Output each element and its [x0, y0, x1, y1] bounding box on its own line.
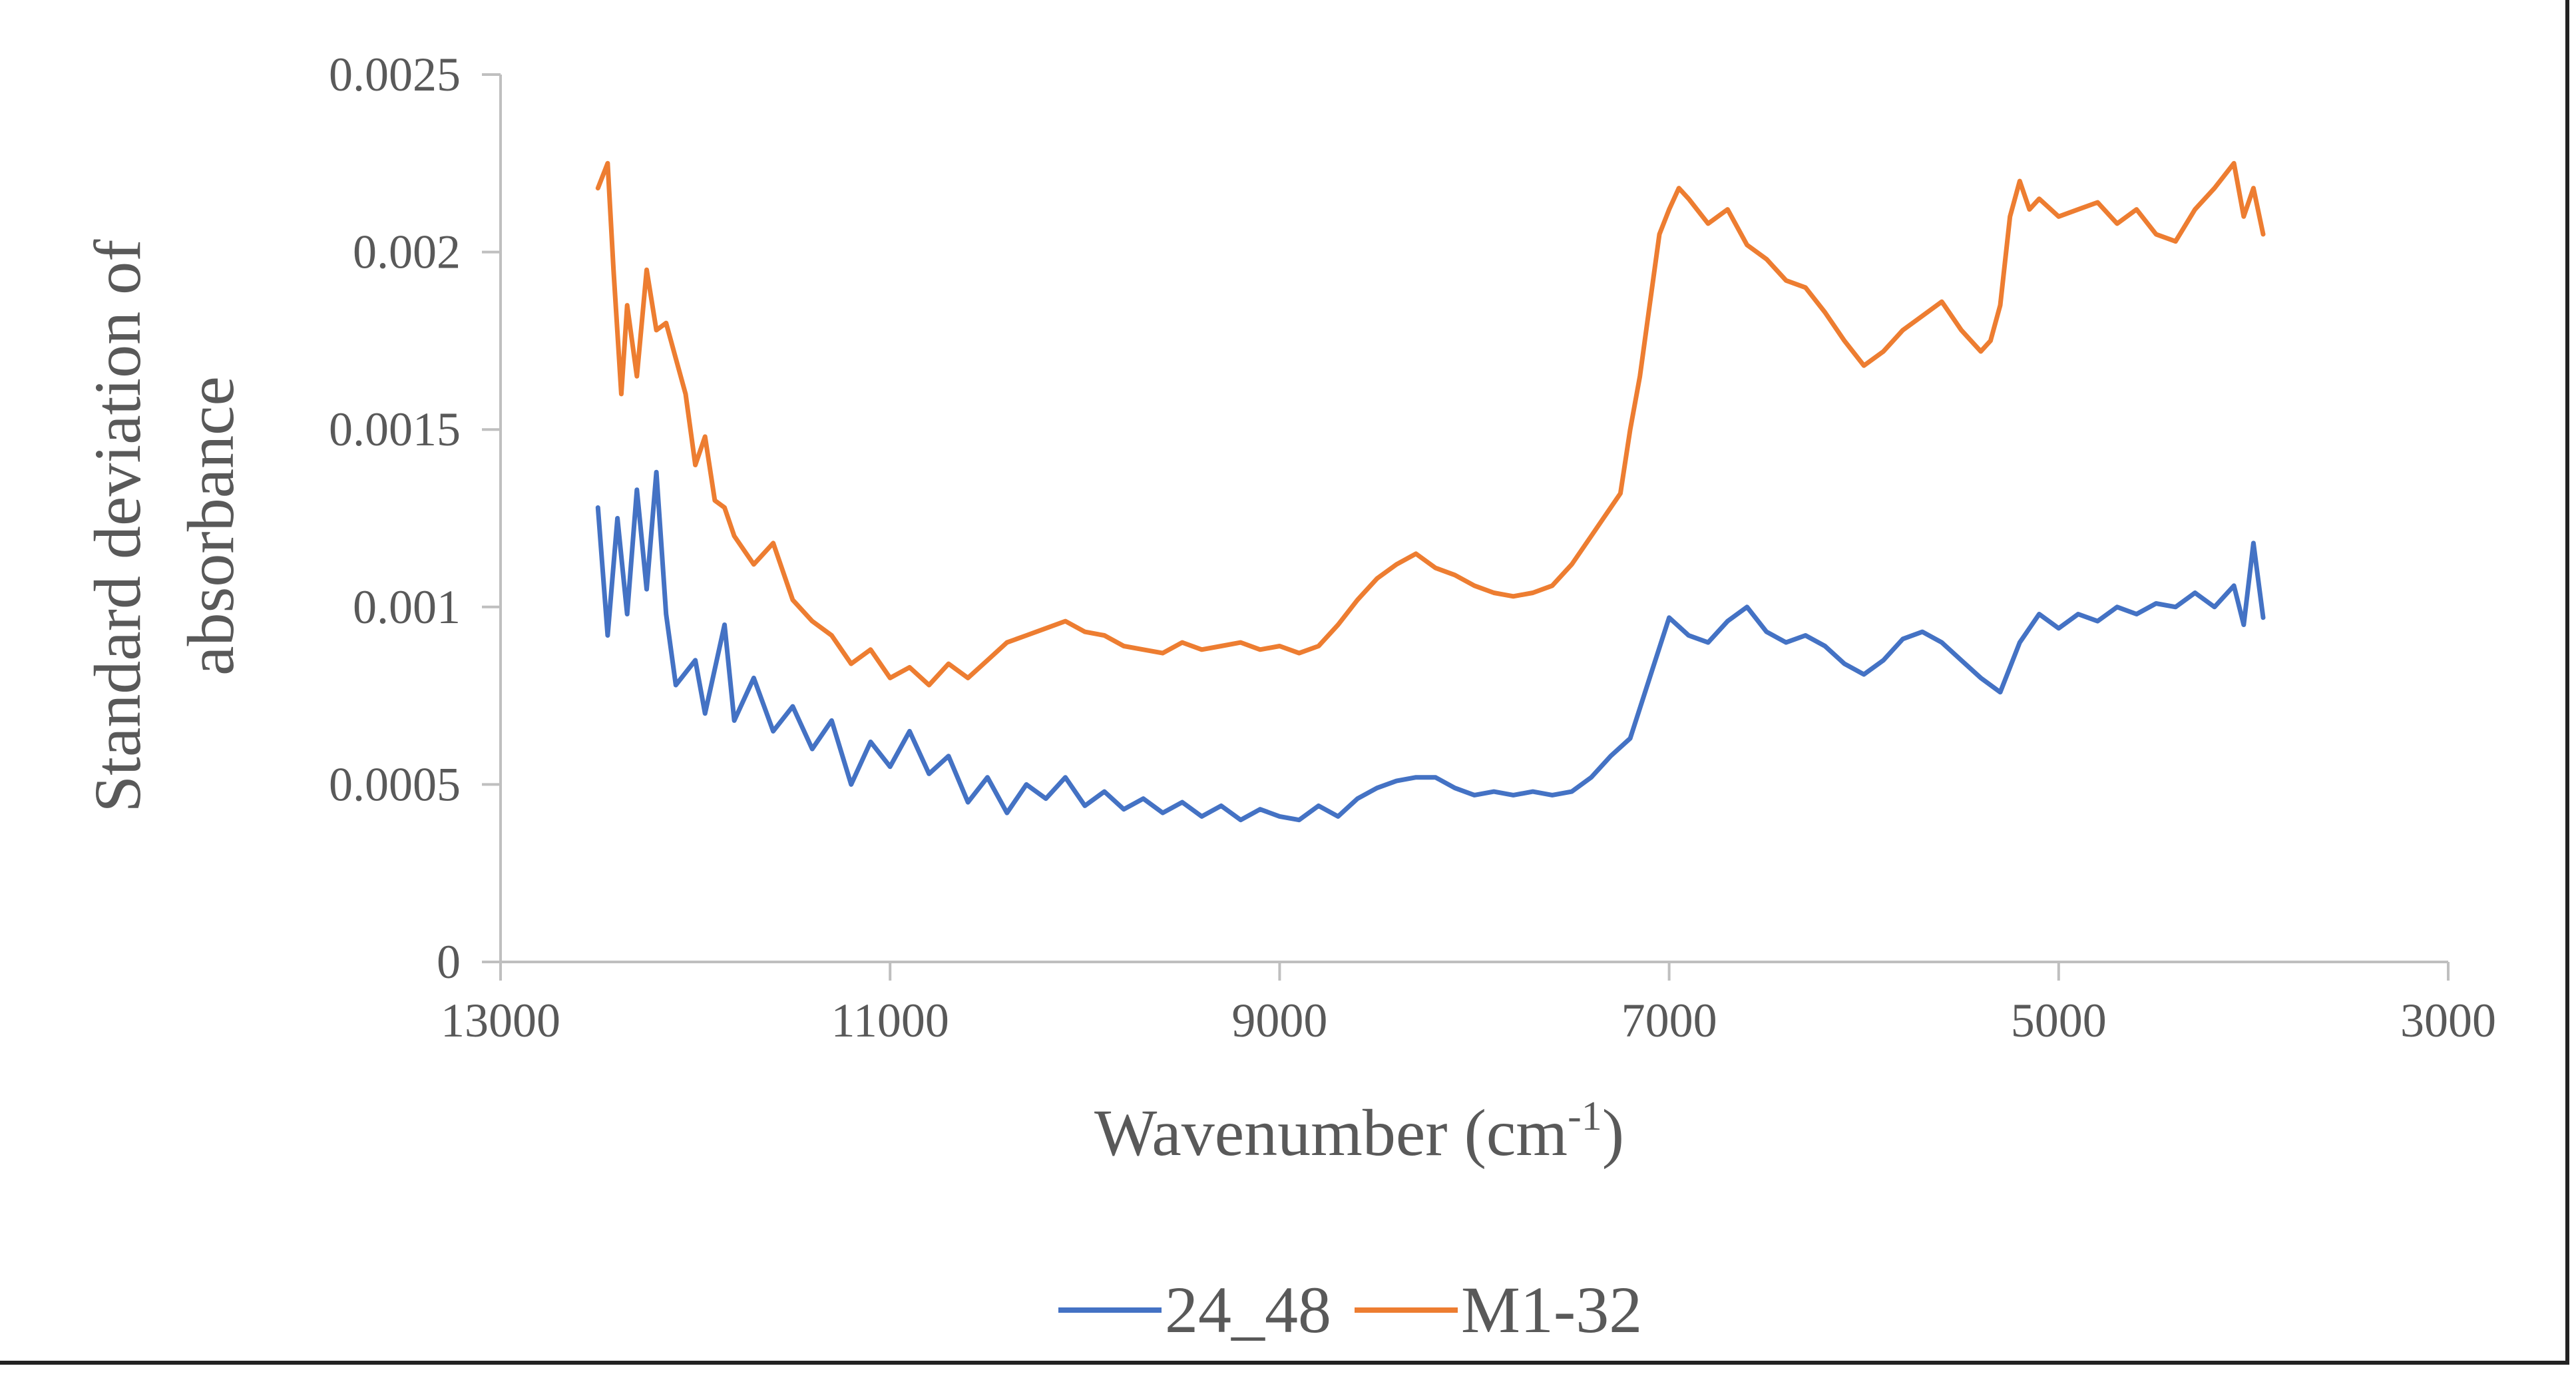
- x-axis-title: Wavenumber (cm-1): [1094, 1094, 1624, 1170]
- y-tick-label: 0.002: [353, 226, 461, 279]
- series-line-24_48: [595, 469, 2266, 823]
- y-axis-title-line1: Standard deviation of: [81, 239, 154, 813]
- y-tick-label: 0.0025: [329, 48, 461, 101]
- y-axis-title: Standard deviation of absorbance: [81, 239, 248, 813]
- x-tick-label: 5000: [2011, 994, 2107, 1047]
- y-tick-label: 0.001: [353, 580, 461, 634]
- x-tick-label: 7000: [1621, 994, 1717, 1047]
- y-tick-label: 0: [437, 935, 461, 989]
- x-axis-title-main: Wavenumber (cm: [1094, 1096, 1568, 1170]
- y-tick-label: 0.0005: [329, 758, 461, 811]
- chart-axes: 0 0.0005 0.001 0.0015 0.002 0.0025 13000 11000 9…: [329, 48, 2496, 1047]
- legend-label-m1-32: M1-32: [1461, 1273, 1642, 1347]
- x-tick-label: 3000: [2400, 994, 2496, 1047]
- series-line-m1-32: [595, 160, 2266, 688]
- legend-label-24_48: 24_48: [1165, 1273, 1331, 1347]
- y-tick-label: 0.0015: [329, 403, 461, 456]
- x-tick-label: 11000: [831, 994, 949, 1047]
- x-axis-title-close: ): [1602, 1096, 1624, 1170]
- x-axis-title-sup: -1: [1568, 1094, 1602, 1139]
- x-tick-label: 9000: [1231, 994, 1327, 1047]
- chart-series: [595, 160, 2266, 823]
- legend: 24_48 M1-32: [1058, 1273, 1642, 1347]
- y-axis-title-line2: absorbance: [174, 376, 248, 676]
- x-tick-label: 13000: [441, 994, 560, 1047]
